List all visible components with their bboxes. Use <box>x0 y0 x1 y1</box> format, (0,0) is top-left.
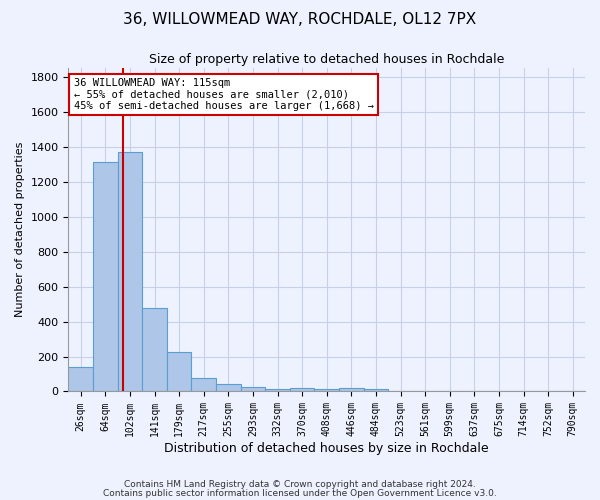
Bar <box>191 378 216 392</box>
Bar <box>364 389 388 392</box>
Title: Size of property relative to detached houses in Rochdale: Size of property relative to detached ho… <box>149 52 505 66</box>
X-axis label: Distribution of detached houses by size in Rochdale: Distribution of detached houses by size … <box>164 442 489 455</box>
Bar <box>68 367 93 392</box>
Text: Contains public sector information licensed under the Open Government Licence v3: Contains public sector information licen… <box>103 489 497 498</box>
Bar <box>142 308 167 392</box>
Bar <box>314 389 339 392</box>
Bar <box>167 352 191 392</box>
Bar <box>93 162 118 392</box>
Text: 36, WILLOWMEAD WAY, ROCHDALE, OL12 7PX: 36, WILLOWMEAD WAY, ROCHDALE, OL12 7PX <box>124 12 476 28</box>
Y-axis label: Number of detached properties: Number of detached properties <box>15 142 25 318</box>
Bar <box>265 389 290 392</box>
Bar <box>216 384 241 392</box>
Bar <box>290 388 314 392</box>
Bar <box>118 152 142 392</box>
Bar <box>339 388 364 392</box>
Text: Contains HM Land Registry data © Crown copyright and database right 2024.: Contains HM Land Registry data © Crown c… <box>124 480 476 489</box>
Bar <box>241 387 265 392</box>
Text: 36 WILLOWMEAD WAY: 115sqm
← 55% of detached houses are smaller (2,010)
45% of se: 36 WILLOWMEAD WAY: 115sqm ← 55% of detac… <box>74 78 374 111</box>
